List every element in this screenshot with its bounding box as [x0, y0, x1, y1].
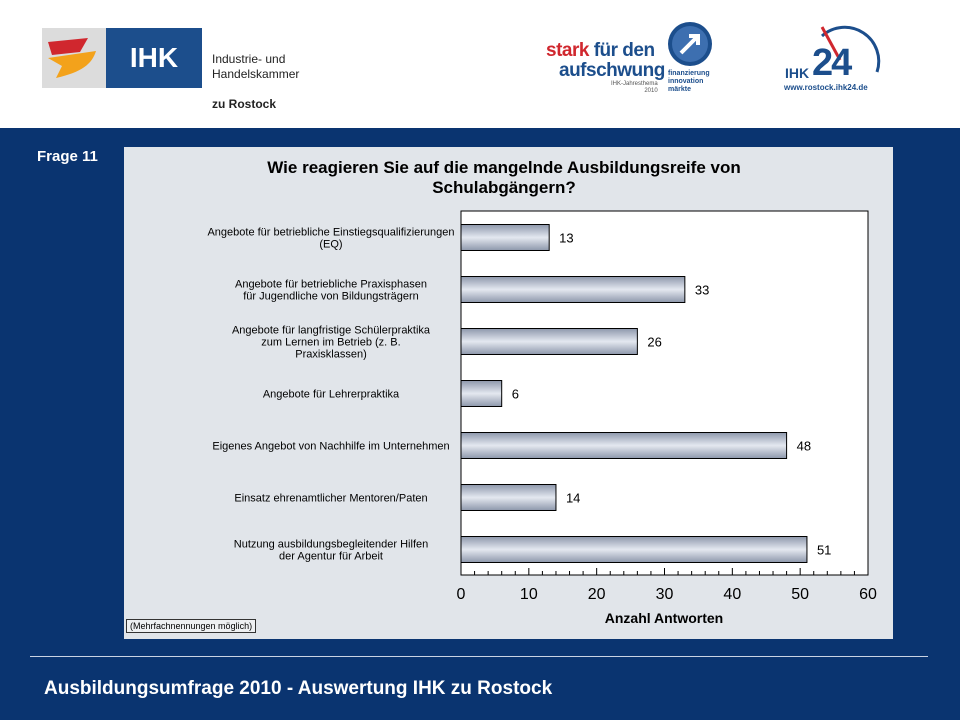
x-tick-label: 30: [656, 586, 674, 603]
campaign-line1-red: stark: [546, 40, 589, 61]
category-label-line: Angebote für Lehrerpraktika: [263, 389, 400, 401]
category-label: Angebote für betriebliche Praxisphasen fü…: [235, 279, 427, 303]
ihk-abbr: IHK: [106, 28, 202, 88]
category-label: Angebote für Lehrerpraktika: [263, 389, 400, 401]
category-label-line: Angebote für betriebliche Einstiegsquali…: [207, 227, 454, 239]
campaign-line1: stark für den: [546, 40, 655, 62]
x-tick-label: 20: [588, 586, 606, 603]
plot-area: [460, 210, 869, 576]
chart-title-line: Wie reagieren Sie auf die mangelnde Ausb…: [267, 158, 740, 177]
ihk24-number: 24: [812, 42, 852, 84]
ihk-name-line2: zu Rostock: [212, 97, 277, 111]
value-label: 13: [559, 231, 573, 246]
value-label: 6: [512, 387, 519, 402]
bar: [460, 484, 557, 511]
header: IHK Industrie- und Handelskammer zu Rost…: [0, 0, 960, 128]
value-label: 33: [695, 283, 709, 298]
category-label: Einsatz ehrenamtlicher Mentoren/Paten: [234, 493, 427, 505]
footer-title: Ausbildungsumfrage 2010 - Auswertung IHK…: [44, 678, 553, 699]
bar-chart: Wie reagieren Sie auf die mangelnde Ausb…: [207, 158, 877, 626]
campaign-small-text: IHK-Jahresthema 2010: [611, 81, 658, 95]
value-labels: 13 33 26 6 48 14 51: [512, 231, 832, 558]
category-label: Angebote für langfristige Schülerpraktik…: [232, 325, 431, 361]
campaign-word2: innovation: [668, 78, 704, 85]
chart-title: Wie reagieren Sie auf die mangelnde Ausb…: [267, 158, 740, 197]
ihk24-prefix: IHK: [785, 65, 810, 81]
footer-divider: [30, 656, 928, 657]
x-axis-label: Anzahl Antworten: [605, 610, 723, 626]
campaign-small-line2: 2010: [644, 88, 658, 94]
category-label-line: für Jugendliche von Bildungsträgern: [243, 291, 419, 303]
category-label-line: Praxisklassen): [295, 349, 367, 361]
x-tick-label: 10: [520, 586, 538, 603]
ihk-emblem-icon: [42, 28, 106, 88]
bars: [460, 224, 808, 563]
campaign-logo[interactable]: stark für den aufschwung IHK-Jahresthema…: [546, 20, 726, 100]
bar: [460, 276, 686, 303]
question-label: Frage 11: [37, 148, 98, 165]
category-label-line: zum Lernen im Betrieb (z. B.: [261, 337, 400, 349]
ihk24-clock-icon: [820, 25, 881, 73]
category-label-line: Einsatz ehrenamtlicher Mentoren/Paten: [234, 493, 427, 505]
campaign-line2: aufschwung: [559, 60, 665, 81]
category-labels: Angebote für betriebliche Einstiegsquali…: [207, 227, 454, 563]
category-label: Nutzung ausbildungsbegleitender Hilfen de…: [234, 539, 428, 563]
category-label-line: Nutzung ausbildungsbegleitender Hilfen: [234, 539, 428, 551]
campaign-words: finanzierung innovation märkte: [668, 70, 710, 94]
footnote: (Mehrfachnennungen möglich): [126, 619, 257, 633]
category-label-line: Angebote für betriebliche Praxisphasen: [235, 279, 427, 291]
campaign-line1-blue: für den: [588, 40, 655, 61]
category-label-line: Angebote für langfristige Schülerpraktik…: [232, 325, 431, 337]
value-label: 48: [797, 439, 811, 454]
bar: [460, 536, 808, 563]
bar: [460, 380, 503, 407]
x-axis: 0 10 20 30 40 50 60: [457, 568, 877, 603]
x-tick-label: 60: [859, 586, 877, 603]
chart-title-line: Schulabgängern?: [432, 178, 576, 197]
bar: [460, 328, 638, 355]
campaign-small-line1: IHK-Jahresthema: [611, 81, 658, 87]
value-label: 26: [647, 335, 661, 350]
campaign-arrow-icon: [668, 22, 712, 66]
ihk-rostock-logo[interactable]: IHK Industrie- und Handelskammer zu Rost…: [42, 28, 342, 111]
category-label: Eigenes Angebot von Nachhilfe im Unterne…: [212, 441, 449, 453]
chart-panel: Wie reagieren Sie auf die mangelnde Ausb…: [124, 147, 893, 639]
campaign-word1: finanzierung: [668, 70, 710, 77]
bar: [460, 224, 550, 251]
ihk24-logo[interactable]: IHK 24 www.rostock.ihk24.de: [782, 22, 892, 98]
category-label: Angebote für betriebliche Einstiegsquali…: [207, 227, 454, 251]
category-label-line: der Agentur für Arbeit: [279, 551, 383, 563]
campaign-word3: märkte: [668, 86, 691, 93]
ihk-name: Industrie- und Handelskammer zu Rostock: [212, 37, 342, 127]
x-tick-label: 40: [723, 586, 741, 603]
value-label: 14: [566, 491, 580, 506]
x-tick-label: 50: [791, 586, 809, 603]
category-label-line: (EQ): [319, 239, 342, 251]
category-label-line: Eigenes Angebot von Nachhilfe im Unterne…: [212, 441, 449, 453]
bar: [460, 432, 788, 459]
ihk-name-line1: Industrie- und Handelskammer: [212, 52, 300, 81]
ihk24-url: www.rostock.ihk24.de: [784, 83, 868, 92]
value-label: 51: [817, 543, 831, 558]
x-tick-label: 0: [457, 586, 466, 603]
